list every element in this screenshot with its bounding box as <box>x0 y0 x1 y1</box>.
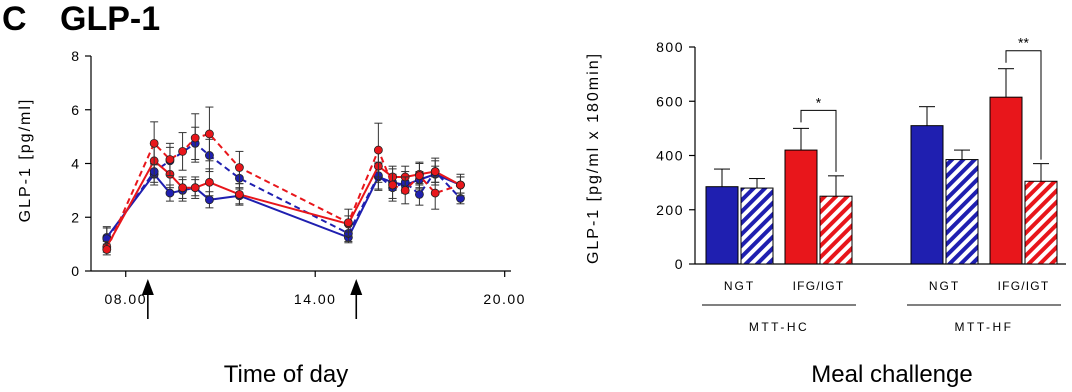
bar <box>819 195 853 265</box>
bar-x-label: Meal challenge <box>811 361 972 388</box>
line-series <box>102 106 465 256</box>
meal-arrow-head <box>350 279 363 295</box>
data-point <box>430 167 440 176</box>
data-point <box>235 163 244 172</box>
significance-bracket <box>1005 50 1042 160</box>
bar-labels: NGT IFG/IGT MTT-HC NGT IFG/IGT MTT-HF <box>702 279 1061 334</box>
data-point <box>178 147 187 156</box>
bar <box>784 149 818 265</box>
data-point <box>205 195 214 205</box>
line-chart: 0 2 4 6 8 08.00 14.00 20.00 GLP-1 [pg/ml] Time… <box>17 48 526 388</box>
bar <box>910 125 944 265</box>
bar-y-label: GLP-1 [pg/ml x 180min] <box>585 52 602 264</box>
data-point <box>415 171 424 180</box>
data-point <box>149 138 159 148</box>
bar-y-tick-label: 800 <box>656 39 684 55</box>
line-y-tick-label: 4 <box>71 156 79 172</box>
bar-y-tick-label: 600 <box>656 93 684 109</box>
bar <box>989 96 1023 265</box>
line-x-tick-label: 20.00 <box>483 291 526 307</box>
bar <box>1024 180 1058 265</box>
line-x-ticks: 08.00 14.00 20.00 <box>104 271 526 307</box>
data-point <box>430 188 440 198</box>
bar-group-mtt-hf: ** <box>910 35 1058 265</box>
data-point <box>235 190 244 199</box>
line-y-ticks: 0 2 4 6 8 <box>71 48 91 279</box>
line-y-tick-label: 2 <box>71 209 79 225</box>
bar-y-tick-label: 200 <box>656 202 684 218</box>
bar-bars: *** <box>705 35 1058 265</box>
data-point <box>102 245 112 254</box>
meal-arrow-head <box>141 279 154 295</box>
line-x-tick-label: 14.00 <box>294 291 337 307</box>
line-series-2 <box>102 144 465 253</box>
data-point <box>400 185 410 195</box>
bar-y-tick-label: 400 <box>656 148 684 164</box>
panel-title: GLP-1 <box>60 0 160 38</box>
data-point <box>343 218 353 228</box>
line-y-tick-label: 0 <box>71 263 79 279</box>
group-label: MTT-HC <box>749 320 809 334</box>
bar-y-tick-label: 0 <box>675 256 684 272</box>
significance-marker: * <box>816 94 822 110</box>
significance-bracket <box>800 109 837 172</box>
category-label: NGT <box>724 279 755 293</box>
group-label: MTT-HF <box>955 320 1014 334</box>
line-arrows <box>141 279 363 319</box>
line-y-tick-label: 6 <box>71 102 79 118</box>
panel-letter: C <box>2 0 27 38</box>
line-y-tick-label: 8 <box>71 48 79 64</box>
data-point <box>373 145 383 155</box>
data-point <box>190 183 200 193</box>
line-y-label: GLP-1 [pg/ml] <box>17 98 34 223</box>
data-point <box>165 188 175 198</box>
line-x-label: Time of day <box>224 361 349 388</box>
data-point <box>165 155 175 164</box>
line-x-tick-label: 08.00 <box>104 291 147 307</box>
bar <box>705 186 739 265</box>
category-label: IFG/IGT <box>793 279 845 293</box>
data-point <box>388 180 397 190</box>
category-label: NGT <box>929 279 960 293</box>
data-point <box>190 133 200 143</box>
bar <box>740 187 774 265</box>
bar-group-mtt-hc: * <box>705 94 853 265</box>
data-point <box>456 180 465 190</box>
data-point <box>415 190 424 199</box>
bar-y-ticks: 0 200 400 600 800 <box>656 39 695 272</box>
data-point <box>205 177 214 187</box>
line-series-3 <box>102 106 465 256</box>
category-label: IFG/IGT <box>998 279 1050 293</box>
bar <box>945 159 979 265</box>
data-point <box>178 183 187 193</box>
data-point <box>205 129 214 139</box>
significance-marker: ** <box>1018 35 1029 51</box>
